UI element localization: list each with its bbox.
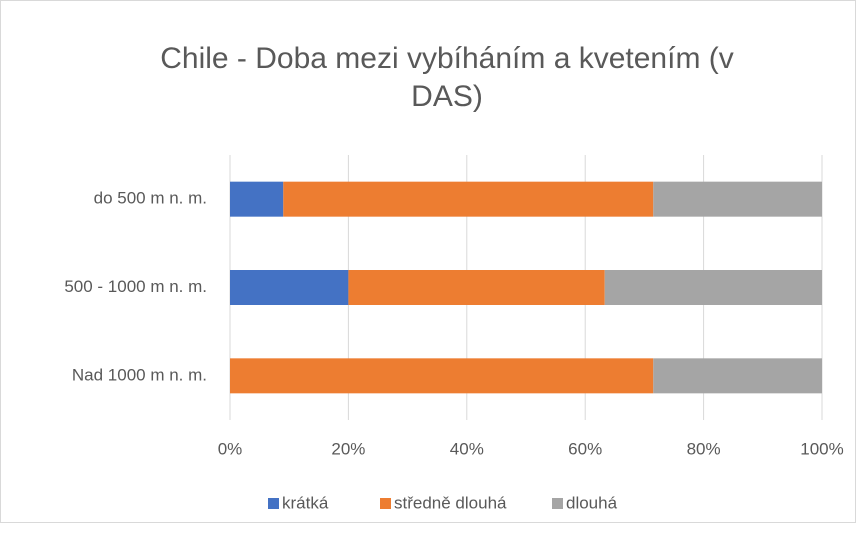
chart-title: Chile - Doba mezi vybíháním a kvetením (… — [160, 42, 734, 113]
bar-segment — [653, 358, 822, 394]
y-tick-label: 500 - 1000 m n. m. — [64, 277, 207, 296]
y-tick-label: Nad 1000 m n. m. — [72, 365, 207, 384]
bar-segment — [283, 181, 654, 217]
y-tick-label: do 500 m n. m. — [94, 189, 207, 208]
bar-segment — [604, 270, 822, 305]
bar-segment — [230, 270, 349, 305]
x-tick-label: 0% — [218, 439, 243, 458]
bar-segment — [230, 181, 284, 217]
bar-segment — [348, 270, 605, 305]
x-tick-label: 20% — [331, 439, 365, 458]
x-tick-label: 40% — [450, 439, 484, 458]
x-tick-label: 80% — [687, 439, 721, 458]
bar-segment — [653, 181, 822, 217]
x-tick-label: 100% — [800, 439, 843, 458]
legend-swatch — [268, 498, 279, 509]
legend-label: krátká — [282, 493, 329, 512]
x-tick-label: 60% — [568, 439, 602, 458]
chart-border — [0, 0, 856, 523]
bar-segment — [230, 358, 654, 394]
legend-swatch — [380, 498, 391, 509]
legend-swatch — [552, 498, 563, 509]
legend-label: středně dlouhá — [394, 493, 507, 512]
legend-label: dlouhá — [566, 493, 618, 512]
